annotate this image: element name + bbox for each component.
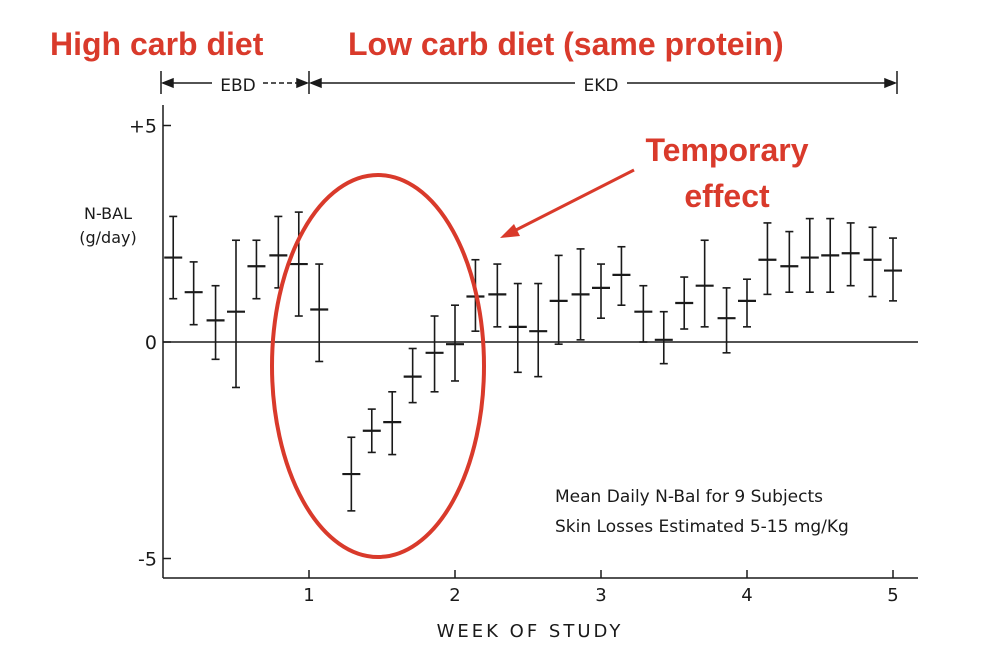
data-point (634, 284, 653, 343)
data-point (269, 215, 288, 289)
annotation-arrowhead (500, 224, 520, 238)
x-tick-label: 4 (741, 585, 752, 606)
data-point (206, 284, 225, 361)
annotation-line1: Temporary (645, 132, 808, 168)
data-point (184, 261, 203, 326)
data-point (164, 215, 183, 300)
ekd-right-arrowhead (884, 77, 898, 89)
data-point (508, 282, 527, 374)
data-point (717, 287, 736, 354)
data-point (675, 276, 694, 330)
data-point (780, 230, 799, 294)
data-point (821, 217, 840, 294)
ebd-label: EBD (220, 76, 256, 96)
x-tick-label: 5 (887, 585, 898, 606)
x-axis-label: WEEK OF STUDY (437, 621, 624, 642)
data-point (362, 408, 381, 454)
note-line1: Mean Daily N-Bal for 9 Subjects (555, 487, 823, 507)
data-point (425, 315, 444, 393)
data-point (549, 254, 568, 345)
annotation-arrow-line (513, 168, 635, 233)
data-point (592, 263, 610, 319)
data-point (289, 211, 308, 317)
x-tick-label: 2 (449, 585, 460, 606)
y-tick-label: 0 (145, 332, 157, 354)
highlight-ellipse (270, 173, 486, 559)
y-tick-label: +5 (129, 116, 157, 138)
data-point (695, 239, 714, 328)
y-axis-label-line2: (g/day) (79, 228, 136, 247)
data-point (612, 245, 631, 306)
y-axis-label-line1: N-BAL (84, 204, 132, 223)
data-point (403, 347, 422, 404)
ebd-right-arrowhead (296, 77, 310, 89)
data-point (488, 263, 507, 328)
note-line2: Skin Losses Estimated 5-15 mg/Kg (555, 517, 849, 537)
data-point (758, 222, 777, 296)
data-point (841, 222, 860, 287)
data-point (446, 304, 464, 382)
period-brackets (160, 71, 898, 94)
data-point (654, 310, 673, 365)
ekd-label: EKD (584, 76, 619, 96)
data-points (164, 211, 902, 512)
data-point (383, 390, 402, 456)
data-point (738, 278, 756, 328)
annotation-line2: effect (684, 178, 770, 214)
data-point (529, 282, 548, 378)
y-ticks: +5 0 -5 (129, 116, 171, 571)
x-tick-label: 3 (595, 585, 606, 606)
x-tick-label: 1 (303, 585, 314, 606)
x-ticks: 1 2 3 4 5 (303, 570, 899, 606)
data-point (800, 217, 819, 294)
data-point (227, 239, 245, 389)
ekd-left-arrowhead (308, 77, 322, 89)
data-point (342, 436, 361, 512)
high-carb-diet-title: High carb diet (50, 26, 264, 62)
axes (162, 105, 918, 579)
data-point (884, 237, 902, 302)
low-carb-diet-title: Low carb diet (same protein) (348, 26, 784, 62)
y-tick-label: -5 (138, 549, 157, 571)
ebd-left-arrowhead (160, 77, 174, 89)
data-point (571, 248, 590, 341)
data-point (863, 226, 882, 298)
data-point (247, 239, 266, 300)
data-point (310, 263, 329, 363)
